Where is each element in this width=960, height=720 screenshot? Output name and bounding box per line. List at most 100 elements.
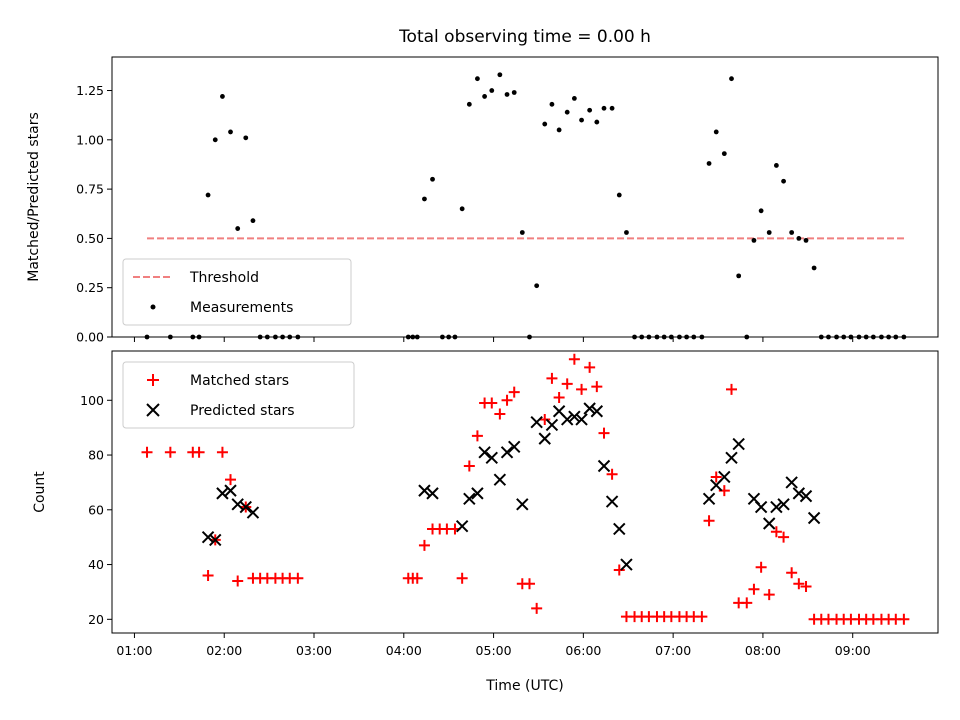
predicted-stars-point xyxy=(754,500,768,514)
predicted-stars-point xyxy=(763,517,776,530)
predicted-stars-point xyxy=(246,506,260,519)
matched-stars-point xyxy=(898,613,910,625)
matched-stars-point xyxy=(202,570,214,582)
matched-stars-point xyxy=(456,572,468,584)
ytick-label: 0.50 xyxy=(76,231,104,246)
measurements-point xyxy=(556,127,562,133)
predicted-stars-point xyxy=(732,437,745,451)
predicted-stars-point xyxy=(620,558,633,571)
top-legend-box xyxy=(122,258,352,326)
top-legend: Threshold Measurements xyxy=(122,258,352,326)
measurements-point xyxy=(422,196,427,202)
ytick-label: 0.75 xyxy=(76,182,104,197)
ytick-label: 1.25 xyxy=(76,83,104,98)
predicted-stars-point xyxy=(239,500,252,514)
bottom-xlabel: Time (UTC) xyxy=(485,678,563,694)
predicted-stars-point xyxy=(231,498,244,511)
bottom-axes: 20 40 60 80 100 01:00 02:00 03:00 04:00 05:00 06:0… xyxy=(32,350,939,694)
measurements-point xyxy=(706,161,712,166)
measurements-point xyxy=(811,265,817,271)
bottom-plot-area xyxy=(141,353,910,625)
ytick-label: 80 xyxy=(88,448,104,463)
measurements-point xyxy=(616,192,622,198)
measurements-point xyxy=(781,178,786,184)
matched-stars-point xyxy=(584,361,596,373)
matched-stars-point xyxy=(216,446,228,458)
ytick-label: 20 xyxy=(88,612,104,627)
matched-stars-point xyxy=(568,353,580,365)
matched-stars-point xyxy=(793,578,805,590)
predicted-stars-point xyxy=(597,459,611,473)
top-tick-group: 0.00 0.25 0.50 0.75 1.00 1.25 xyxy=(76,83,854,345)
predicted-stars-point xyxy=(478,446,491,459)
xtick-label: 06:00 xyxy=(565,643,601,658)
matched-stars-point xyxy=(193,446,205,458)
predicted-stars-point xyxy=(545,418,559,432)
measurements-point xyxy=(243,135,249,141)
xtick-label: 07:00 xyxy=(655,643,691,658)
xtick-label: 03:00 xyxy=(296,643,332,658)
predicted-stars-point xyxy=(770,500,783,514)
measurements-point xyxy=(594,119,600,125)
measurements-point xyxy=(609,105,615,111)
predicted-stars-point xyxy=(777,498,790,511)
measurements-point xyxy=(205,192,211,198)
matched-stars-point xyxy=(726,383,737,395)
ytick-label: 60 xyxy=(88,502,104,517)
matched-stars-point xyxy=(561,378,573,390)
predicted-stars-point xyxy=(575,413,588,426)
predicted-stars-point xyxy=(538,432,551,445)
predicted-stars-point xyxy=(493,473,507,486)
predicted-stars-point xyxy=(725,451,738,464)
matched-stars-point xyxy=(486,397,498,409)
measurements-point xyxy=(497,72,503,78)
measurements-point xyxy=(721,151,727,157)
predicted-stars-point xyxy=(418,484,431,497)
xtick-label: 09:00 xyxy=(835,643,871,658)
measurements-point xyxy=(235,226,241,231)
xtick-label: 04:00 xyxy=(386,643,422,658)
predicted-stars-point xyxy=(792,487,806,500)
bottom-tick-group: 20 40 60 80 100 01:00 02:00 03:00 04:00 05:00 06:0… xyxy=(80,393,871,658)
predicted-stars-point xyxy=(590,405,604,418)
predicted-stars-point xyxy=(485,451,498,464)
matched-stars-point xyxy=(531,602,543,614)
measurements-point xyxy=(549,101,555,107)
matched-stars-point xyxy=(591,381,603,393)
ytick-label: 40 xyxy=(88,557,104,572)
matched-stars-point xyxy=(292,572,304,584)
xtick-label: 08:00 xyxy=(745,643,781,658)
predicted-stars-point xyxy=(605,495,619,508)
matched-stars-point xyxy=(141,446,153,458)
predicted-legend-marker xyxy=(146,403,160,417)
matched-stars-point xyxy=(800,580,812,592)
predicted-stars-point xyxy=(568,410,581,423)
measurements-point xyxy=(736,273,742,279)
measurements-legend-marker xyxy=(150,304,156,310)
predicted-stars-point xyxy=(516,498,529,511)
predicted-stars-point xyxy=(530,415,543,429)
predicted-stars-point xyxy=(560,413,574,426)
matched-stars-point xyxy=(539,413,551,425)
ytick-label: 0.25 xyxy=(76,280,104,295)
matched-stars-point xyxy=(553,392,565,404)
bottom-legend-box xyxy=(122,361,355,429)
matched-stars-point xyxy=(508,386,520,398)
matched-stars-point xyxy=(770,526,782,538)
measurements-point xyxy=(729,76,734,82)
matched-stars-point xyxy=(576,383,588,395)
matched-stars-point xyxy=(748,583,760,595)
measurements-point xyxy=(766,230,772,235)
predicted-legend-label: Predicted stars xyxy=(190,403,295,419)
measurements-point xyxy=(773,163,779,168)
xtick-label: 02:00 xyxy=(206,643,242,658)
measurements-point xyxy=(430,176,435,182)
measurements-point xyxy=(789,230,795,235)
measurements-point xyxy=(713,129,719,135)
matched-stars-point xyxy=(164,446,176,458)
measurements-point xyxy=(624,230,629,235)
ytick-label: 1.00 xyxy=(76,132,104,147)
measurements-point xyxy=(220,94,225,99)
bottom-legend: Matched stars Predicted stars xyxy=(122,361,355,429)
